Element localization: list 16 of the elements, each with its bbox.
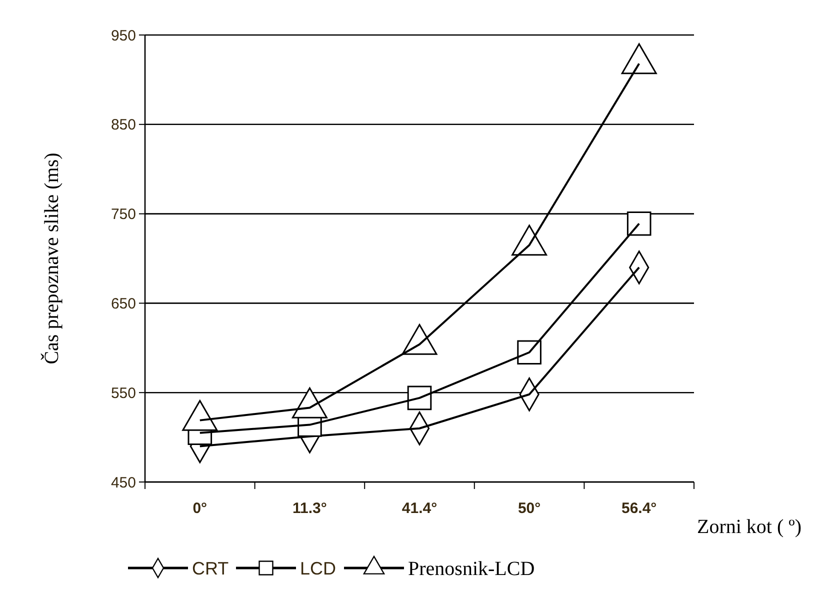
- y-tick-label: 650: [110, 295, 136, 312]
- legend-label: CRT: [192, 558, 229, 578]
- y-tick-label: 450: [110, 474, 136, 492]
- x-axis-title: Zorni kot ( º): [697, 516, 802, 538]
- y-tick-label: 550: [110, 384, 136, 402]
- x-tick-label: 56.4°: [622, 500, 657, 517]
- x-tick-label: 41.4°: [402, 500, 438, 517]
- x-tick-label: 50°: [518, 500, 541, 517]
- y-tick-label: 950: [110, 27, 136, 44]
- x-tick-label: 11.3°: [292, 500, 327, 517]
- y-tick-label: 750: [110, 206, 136, 224]
- y-tick-label: 850: [110, 116, 136, 134]
- legend-label: Prenosnik-LCD: [408, 558, 535, 580]
- x-tick-label: 0°: [192, 500, 208, 517]
- y-axis-title: Čas prepoznave slike (ms): [40, 152, 63, 364]
- legend-label: LCD: [300, 558, 336, 578]
